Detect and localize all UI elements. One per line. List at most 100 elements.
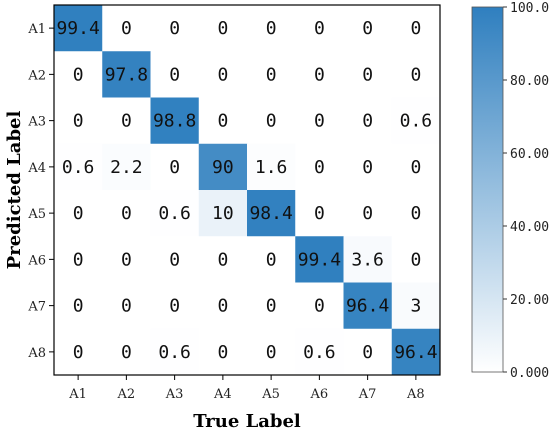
heatmap-cell <box>295 190 344 237</box>
cell-value-label: 0 <box>314 64 325 85</box>
heatmap-cell <box>247 143 296 191</box>
cell-value-label: 0 <box>121 249 132 270</box>
heatmap-cell <box>198 97 248 145</box>
x-tick-label: A3 <box>165 387 184 402</box>
heatmap-cell <box>198 236 248 283</box>
cell-value-label: 0 <box>73 64 84 85</box>
heatmap-cell <box>198 190 248 237</box>
heatmap-cell <box>391 282 441 330</box>
cell-value-label: 0 <box>217 342 228 363</box>
cell-value-label: 0 <box>73 111 84 132</box>
cell-value-label: 0 <box>314 111 325 132</box>
cell-value-label: 0 <box>217 64 228 85</box>
cell-value-label: 97.8 <box>105 64 148 85</box>
heatmap-cell <box>150 236 200 283</box>
heatmap-cell <box>247 236 296 283</box>
heatmap-cell <box>102 236 151 283</box>
colorbar-tick-label: 80.00 <box>510 74 549 89</box>
cell-value-label: 0 <box>169 157 180 178</box>
cell-value-label: 0 <box>169 64 180 85</box>
x-tick-label: A4 <box>213 387 232 402</box>
cell-value-label: 99.4 <box>298 249 341 270</box>
heatmap-cell <box>54 282 103 330</box>
cell-value-label: 0 <box>410 249 421 270</box>
heatmap-cell <box>295 97 344 145</box>
heatmap-cell <box>343 282 393 330</box>
heatmap-cell <box>247 190 296 237</box>
cell-value-label: 0 <box>314 18 325 39</box>
cell-value-label: 0 <box>217 18 228 39</box>
heatmap-cell <box>198 143 248 191</box>
heatmap-cell <box>391 143 441 191</box>
colorbar-tick-label: 100.0 <box>510 1 549 16</box>
cell-value-label: 0 <box>169 249 180 270</box>
cell-value-label: 0 <box>73 296 84 317</box>
heatmap-cell <box>198 51 248 98</box>
cell-value-label: 0 <box>121 342 132 363</box>
heatmap-cell <box>102 143 151 191</box>
heatmap-cell <box>54 328 103 376</box>
cell-value-label: 99.4 <box>56 18 99 39</box>
heatmap-value-labels: 99.4 0 0 0 0 0 0 0 0 97.8 0 0 0 0 0 0 0 0 98.8 0 0 0 0 0.6 0.6 2.… <box>56 18 437 363</box>
heatmap-cell <box>391 190 441 237</box>
heatmap-cell <box>54 97 103 145</box>
heatmap-cell <box>391 236 441 283</box>
x-axis-ticks: A1 A2 A3 A4 A5 A6 A7 A8 <box>68 375 425 402</box>
heatmap-cell <box>247 5 296 52</box>
cell-value-label: 0 <box>410 157 421 178</box>
x-tick-label: A8 <box>406 387 425 402</box>
heatmap-cell <box>54 143 103 191</box>
cell-value-label: 0 <box>266 296 277 317</box>
y-axis-title: Predicted Label <box>4 111 25 270</box>
heatmap-cell <box>54 190 103 237</box>
heatmap-cell <box>150 190 200 237</box>
heatmap-cell <box>343 190 393 237</box>
cell-value-label: 0 <box>362 342 373 363</box>
heatmap-cell <box>247 328 296 376</box>
y-tick-label: A1 <box>27 22 46 37</box>
heatmap-cell <box>391 51 441 98</box>
cell-value-label: 3 <box>410 296 421 317</box>
heatmap-cell <box>391 328 441 376</box>
cell-value-label: 0 <box>266 342 277 363</box>
cell-value-label: 0 <box>314 203 325 224</box>
x-tick-label: A7 <box>358 387 377 402</box>
x-tick-label: A2 <box>117 387 136 402</box>
heatmap-cell <box>198 5 248 52</box>
heatmap-cell <box>102 97 151 145</box>
heatmap-cell <box>102 190 151 237</box>
y-axis-ticks: A1 A2 A3 A4 A5 A6 A7 A8 <box>27 22 54 361</box>
heatmap-cell <box>247 97 296 145</box>
cell-value-label: 0.6 <box>158 342 191 363</box>
cell-value-label: 0 <box>362 111 373 132</box>
y-tick-label: A2 <box>27 68 46 83</box>
colorbar-tick-label: 0.000 <box>510 366 549 381</box>
heatmap-cell <box>247 51 296 98</box>
colorbar-tick-label: 20.00 <box>510 293 549 308</box>
cell-value-label: 98.8 <box>153 111 196 132</box>
cell-value-label: 0 <box>362 157 373 178</box>
cell-value-label: 0.6 <box>158 203 191 224</box>
cell-value-label: 0 <box>410 18 421 39</box>
heatmap-cell <box>295 143 344 191</box>
cell-value-label: 0.6 <box>400 111 433 132</box>
cell-value-label: 0 <box>73 203 84 224</box>
x-tick-label: A5 <box>261 387 280 402</box>
heatmap-cell <box>391 5 441 52</box>
cell-value-label: 0 <box>362 64 373 85</box>
heatmap-cell <box>343 328 393 376</box>
cell-value-label: 0 <box>266 18 277 39</box>
cell-value-label: 90 <box>212 157 234 178</box>
heatmap-cell <box>343 5 393 52</box>
heatmap-cell <box>343 97 393 145</box>
cell-value-label: 0 <box>121 18 132 39</box>
cell-value-label: 0 <box>121 296 132 317</box>
heatmap-cell <box>102 5 151 52</box>
heatmap-cell <box>54 5 103 52</box>
cell-value-label: 0 <box>73 342 84 363</box>
heatmap-cell <box>343 51 393 98</box>
cell-value-label: 0 <box>362 203 373 224</box>
plot-frame <box>53 4 441 376</box>
y-tick-label: A7 <box>27 300 46 315</box>
heatmap-cell <box>343 143 393 191</box>
